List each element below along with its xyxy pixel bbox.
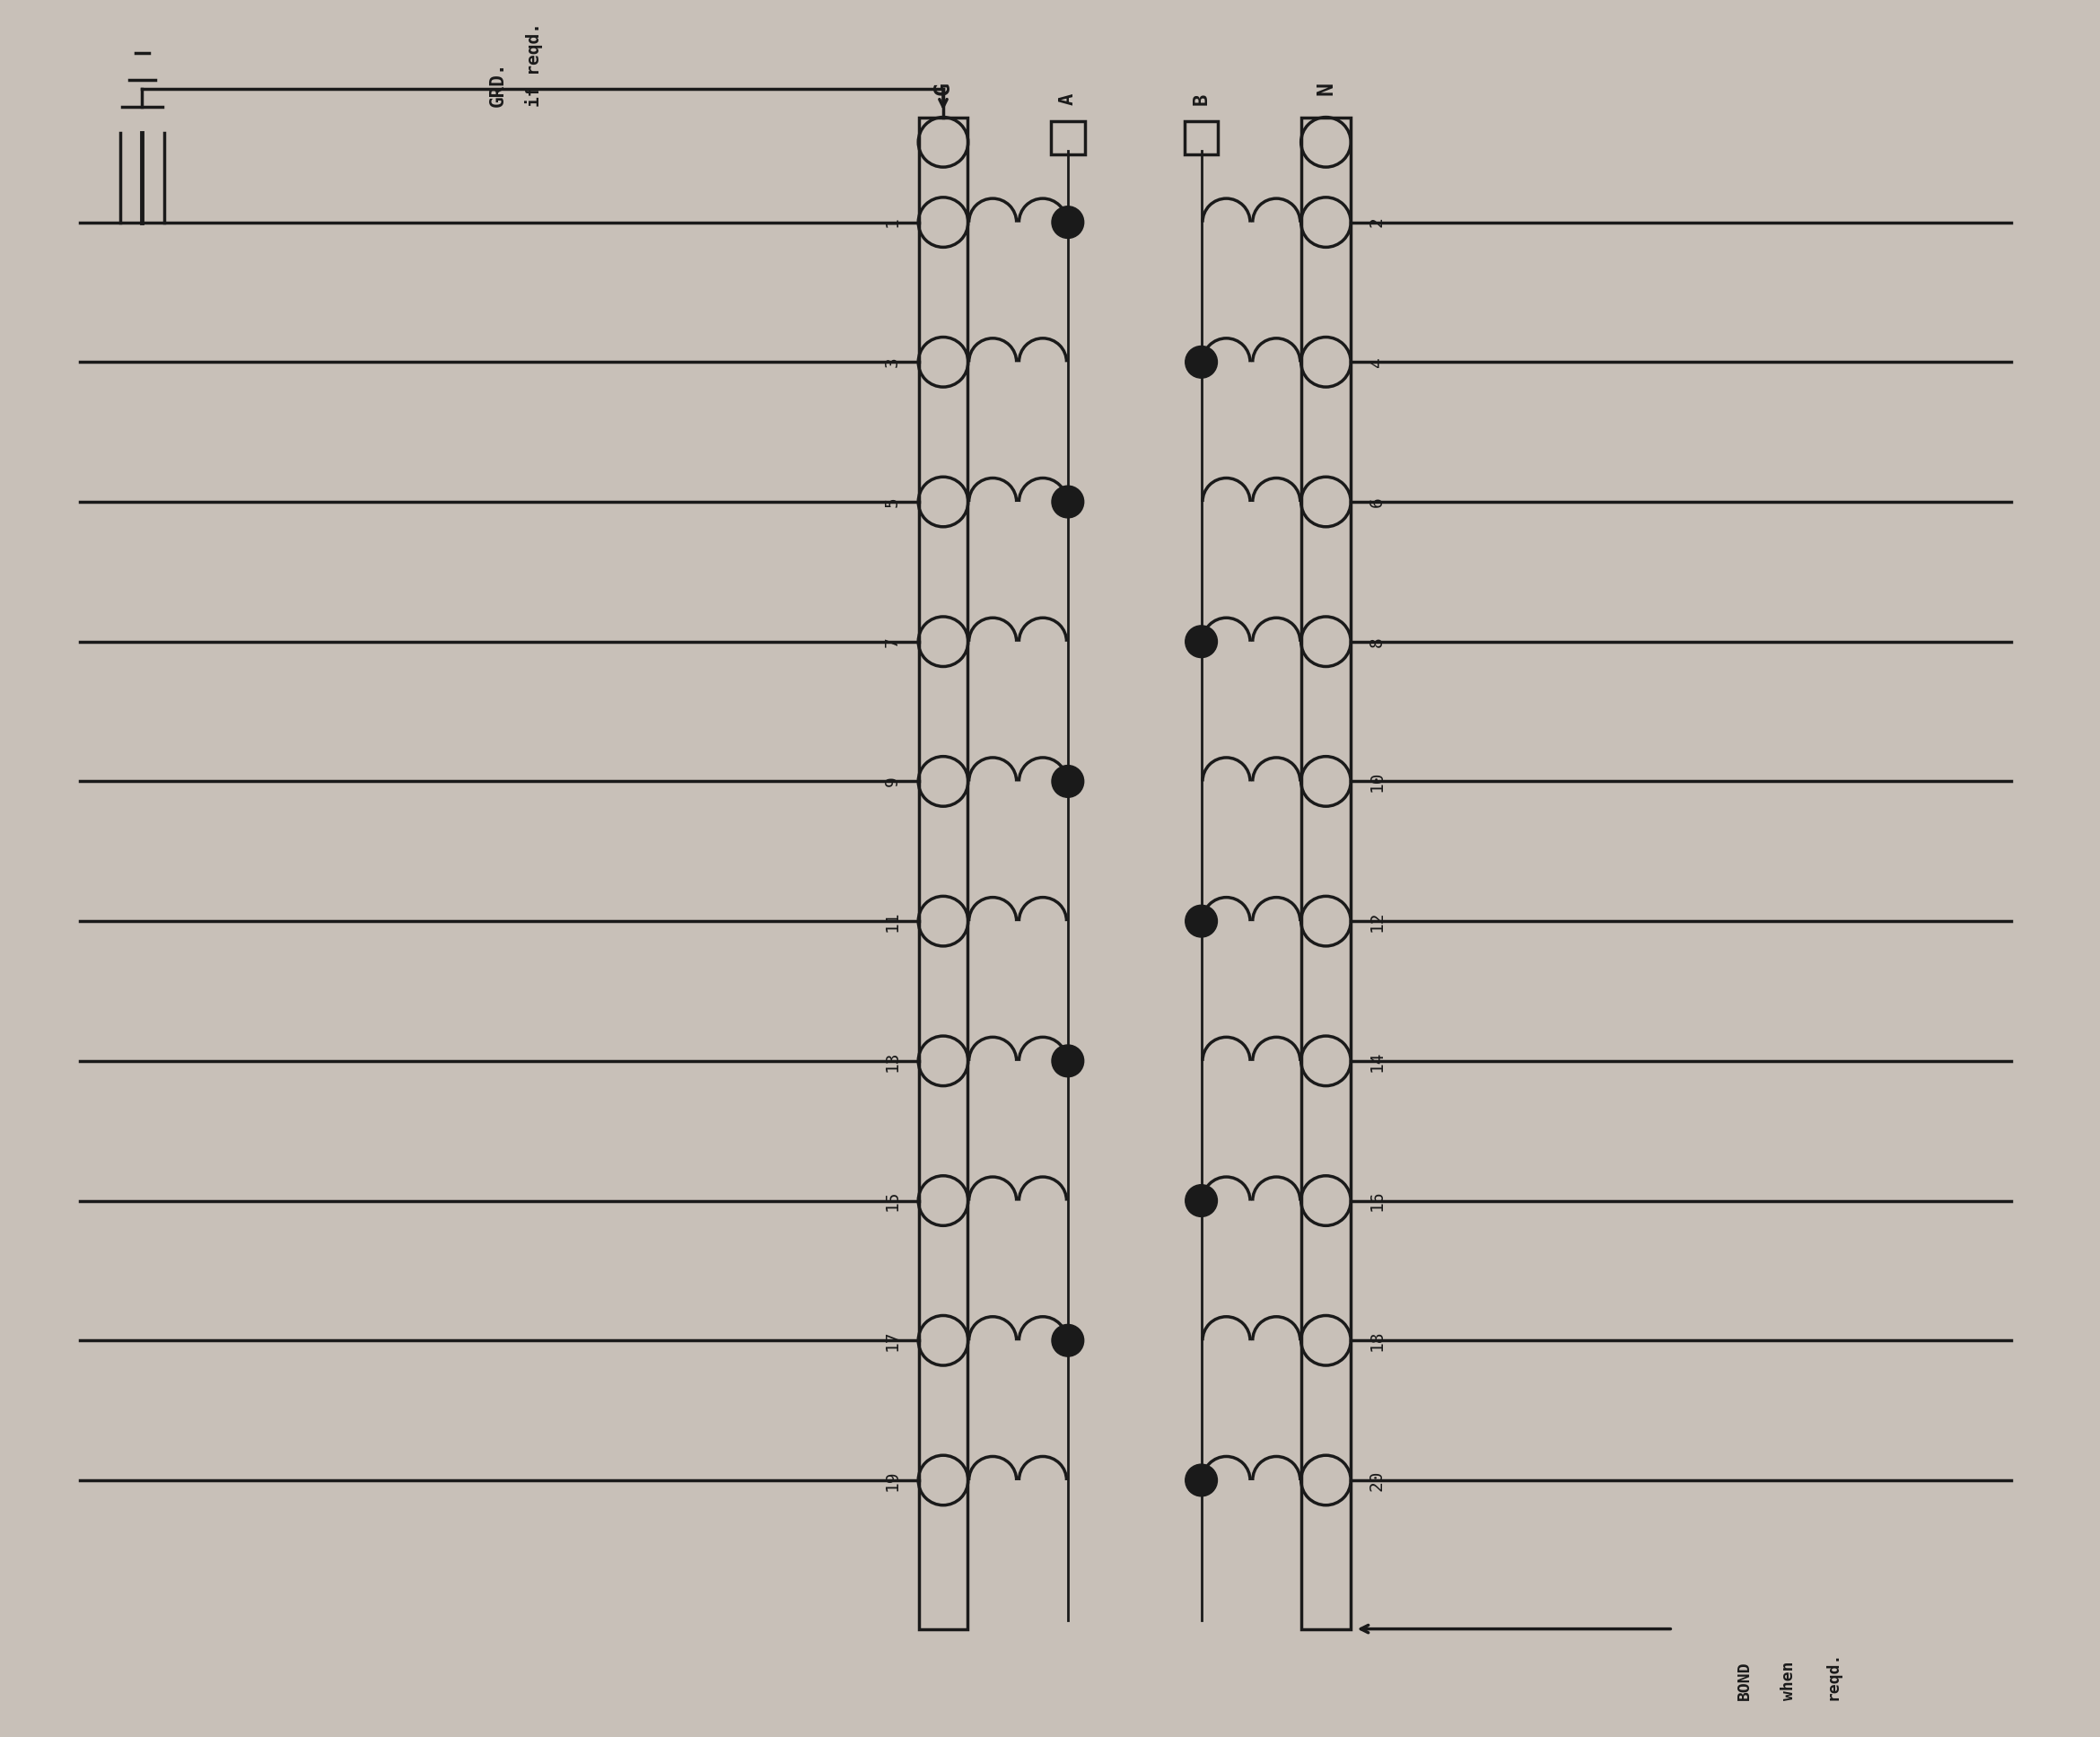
Text: 19: 19 [884,1470,901,1490]
Text: 4: 4 [1369,356,1386,367]
Text: 1: 1 [884,217,901,228]
Text: 15: 15 [884,1190,901,1211]
Text: 8: 8 [1369,636,1386,646]
Text: G: G [932,82,953,96]
Text: GRD.: GRD. [489,61,506,106]
Text: 5: 5 [884,497,901,507]
Circle shape [1052,486,1084,518]
Circle shape [1052,1324,1084,1357]
Circle shape [1184,1464,1218,1496]
Text: N: N [1315,82,1338,96]
Text: 7: 7 [884,636,901,646]
Circle shape [1052,207,1084,238]
Text: 12: 12 [1369,910,1386,931]
Text: B: B [1193,92,1210,104]
Circle shape [1184,905,1218,938]
Text: 13: 13 [884,1051,901,1072]
Bar [1302,116,1350,1629]
Circle shape [1184,1185,1218,1216]
Circle shape [1184,346,1218,379]
Text: 16: 16 [1369,1190,1386,1211]
Text: 2: 2 [1369,217,1386,228]
Bar [918,116,968,1629]
Text: 11: 11 [884,910,901,931]
Text: 17: 17 [884,1331,901,1351]
Bar [1184,122,1218,155]
Circle shape [1184,625,1218,658]
Text: 10: 10 [1369,771,1386,792]
Text: if reqd.: if reqd. [525,23,542,106]
Text: BOND: BOND [1737,1661,1751,1701]
Circle shape [1052,1046,1084,1077]
Bar [1050,122,1086,155]
Text: 9: 9 [884,776,901,787]
Text: 6: 6 [1369,497,1386,507]
Circle shape [1052,766,1084,797]
Text: 20: 20 [1369,1470,1386,1490]
Text: 14: 14 [1369,1051,1386,1072]
Text: reqd.: reqd. [1825,1652,1842,1701]
Text: 3: 3 [884,356,901,367]
Text: when: when [1781,1661,1798,1701]
Text: 18: 18 [1369,1331,1386,1351]
Text: A: A [1058,92,1077,104]
